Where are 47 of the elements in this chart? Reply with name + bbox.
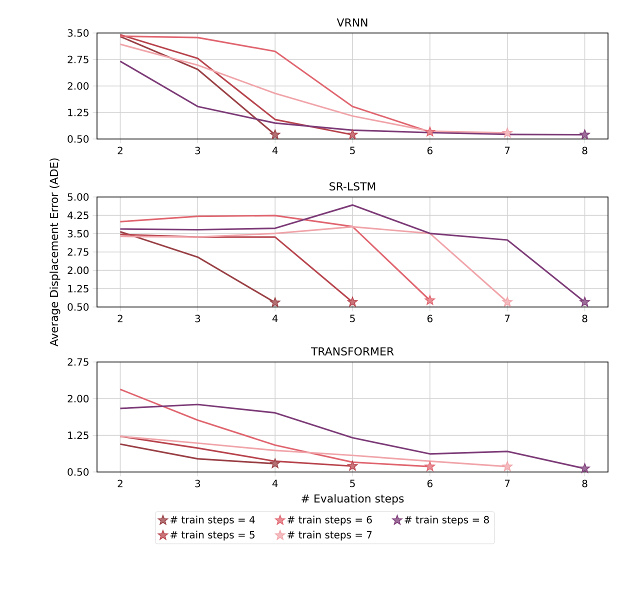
y-tick-label: 0.50 xyxy=(68,303,89,311)
x-tick-label: 3 xyxy=(195,480,200,488)
y-tick-label: 4.25 xyxy=(68,212,88,220)
y-tick-label: 2.00 xyxy=(68,394,89,402)
x-tick-label: 5 xyxy=(350,314,355,322)
chart-title: SR-LSTM xyxy=(330,182,376,190)
x-tick-label: 2 xyxy=(118,314,122,322)
y-tick-label: 0.50 xyxy=(68,135,89,143)
legend-label: # train steps = 5 xyxy=(170,530,254,540)
y-tick-label: 1.25 xyxy=(68,432,88,440)
x-tick-label: 3 xyxy=(195,314,200,322)
x-tick-label: 5 xyxy=(350,146,355,154)
x-tick-label: 4 xyxy=(272,146,278,154)
y-tick-label: 3.50 xyxy=(68,29,89,37)
legend-label: # train steps = 6 xyxy=(288,516,372,526)
legend-label: # train steps = 4 xyxy=(170,516,255,526)
x-tick-label: 4 xyxy=(272,314,278,322)
legend-label: # train steps = 7 xyxy=(288,530,372,540)
y-tick-label: 1.25 xyxy=(68,108,88,116)
y-tick-label: 2.00 xyxy=(68,82,89,90)
y-tick-label: 2.75 xyxy=(68,56,88,64)
x-tick-label: 7 xyxy=(505,480,510,488)
chart-title: TRANSFORMER xyxy=(310,347,394,356)
y-tick-label: 2.00 xyxy=(68,266,89,274)
x-tick-label: 8 xyxy=(582,314,588,322)
x-tick-label: 8 xyxy=(582,146,588,154)
x-tick-label: 3 xyxy=(195,146,200,154)
x-tick-label: 8 xyxy=(582,480,588,488)
x-tick-label: 6 xyxy=(427,146,432,154)
x-tick-label: 2 xyxy=(118,146,122,154)
y-tick-label: 1.25 xyxy=(68,284,88,292)
x-tick-label: 2 xyxy=(118,480,122,488)
legend-label: # train steps = 8 xyxy=(404,516,489,526)
chart-title: VRNN xyxy=(336,18,368,26)
x-tick-label: 6 xyxy=(427,480,432,488)
x-tick-label: 7 xyxy=(505,146,510,154)
y-tick-label: 5.00 xyxy=(68,193,89,201)
x-axis-title: # Evaluation steps xyxy=(302,494,404,505)
y-tick-label: 2.75 xyxy=(68,248,88,256)
x-tick-label: 5 xyxy=(350,480,355,488)
y-axis-title: Average Displacement Error (ADE) xyxy=(50,158,60,346)
x-tick-label: 7 xyxy=(505,314,510,322)
x-tick-label: 4 xyxy=(272,480,278,488)
x-tick-label: 6 xyxy=(427,314,432,322)
y-tick-label: 0.50 xyxy=(68,468,89,476)
y-tick-label: 3.50 xyxy=(68,230,89,238)
y-tick-label: 2.75 xyxy=(68,358,88,366)
